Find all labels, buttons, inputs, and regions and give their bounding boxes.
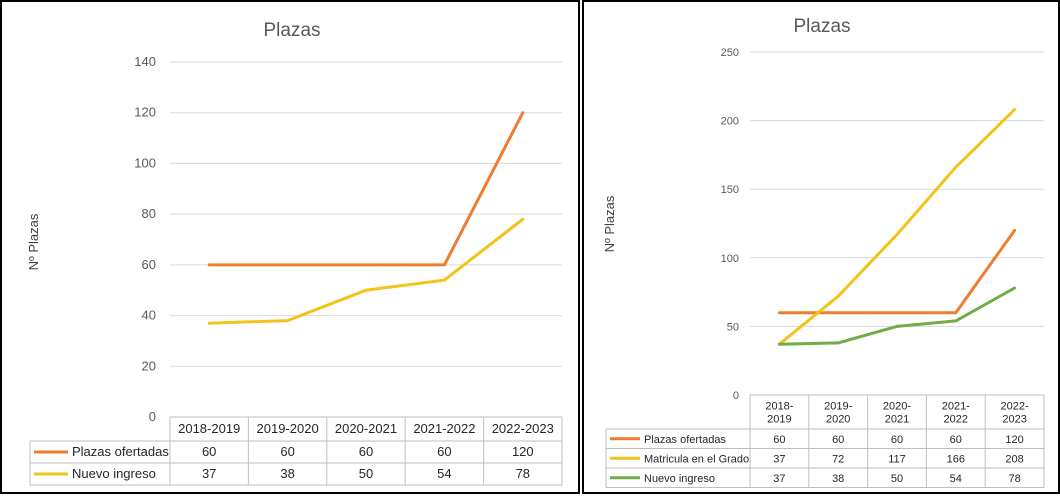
y-tick-label: 100	[134, 155, 156, 170]
data-label: 37	[202, 466, 216, 481]
x-category-label: 2022-2023	[1001, 401, 1029, 426]
x-category-label: 2020-2021	[335, 421, 397, 436]
data-label: 50	[359, 466, 373, 481]
series-line-1	[207, 217, 525, 325]
x-category-label: 2021-2022	[413, 421, 475, 436]
data-label: 60	[773, 434, 785, 446]
x-category-label: 2018-2019	[178, 421, 240, 436]
chart-panel-plazas-left: Plazas Nº Plazas 0 20 40 60 80 100 120 140 2018-20…	[0, 0, 580, 494]
y-tick-label: 250	[721, 47, 739, 59]
x-category-label: 2018-2019	[765, 401, 793, 426]
data-label: 60	[950, 434, 962, 446]
y-tick-label: 150	[721, 184, 739, 196]
data-label: 78	[516, 466, 530, 481]
data-label: 120	[512, 444, 534, 459]
series-line-0	[777, 228, 1017, 315]
chart-title: Plazas	[793, 16, 850, 37]
data-label: 60	[832, 434, 844, 446]
y-tick-label: 100	[721, 253, 739, 265]
y-tick-label: 140	[134, 54, 156, 69]
data-label: 54	[950, 473, 962, 485]
y-axis-label: Nº Plazas	[602, 195, 617, 252]
chart-svg-right: Plazas Nº Plazas 0 50 100 150 200 250 2018-2019 2…	[602, 16, 1045, 488]
y-tick-label: 50	[727, 321, 739, 333]
data-label: 54	[437, 466, 451, 481]
data-label: 38	[832, 473, 844, 485]
data-label: 166	[947, 453, 965, 465]
legend-entry: Matricula en el Grado	[644, 453, 749, 465]
chart-svg-left: Plazas Nº Plazas 0 20 40 60 80 100 120 140 2018-20…	[26, 20, 563, 486]
chart-title: Plazas	[263, 20, 320, 41]
y-tick-label: 20	[142, 358, 156, 373]
y-axis-label: Nº Plazas	[26, 213, 41, 270]
data-label: 60	[280, 444, 294, 459]
data-label: 120	[1005, 434, 1023, 446]
data-label: 208	[1005, 453, 1023, 465]
y-tick-label: 0	[149, 409, 156, 424]
data-label: 72	[832, 453, 844, 465]
legend-entry: Nuevo ingreso	[72, 466, 156, 481]
data-label: 37	[773, 473, 785, 485]
x-category-label: 2022-2023	[492, 421, 554, 436]
y-tick-label: 80	[142, 206, 156, 221]
legend-entry: Plazas ofertadas	[72, 444, 169, 459]
series-line-0	[207, 111, 525, 267]
data-label: 60	[891, 434, 903, 446]
y-tick-label: 120	[134, 105, 156, 120]
data-label: 60	[202, 444, 216, 459]
y-tick-label: 40	[142, 308, 156, 323]
x-category-label: 2019-2020	[257, 421, 319, 436]
series-line-2	[777, 286, 1017, 346]
series-line-1	[777, 108, 1017, 346]
data-label: 37	[773, 453, 785, 465]
data-label: 78	[1008, 473, 1020, 485]
data-label: 38	[280, 466, 294, 481]
x-category-label: 2020-2021	[883, 401, 911, 426]
y-tick-label: 0	[733, 390, 739, 402]
legend-entry: Plazas ofertadas	[644, 434, 726, 446]
data-label: 60	[359, 444, 373, 459]
x-category-label: 2021-2022	[942, 401, 970, 426]
y-tick-label: 200	[721, 116, 739, 128]
data-label: 50	[891, 473, 903, 485]
y-tick-label: 60	[142, 257, 156, 272]
chart-panel-plazas-right: Plazas Nº Plazas 0 50 100 150 200 250 2018-2019 2…	[582, 0, 1060, 494]
data-label: 60	[437, 444, 451, 459]
data-label: 117	[888, 453, 906, 465]
x-category-label: 2019-2020	[824, 401, 852, 426]
legend-entry: Nuevo ingreso	[644, 473, 715, 485]
